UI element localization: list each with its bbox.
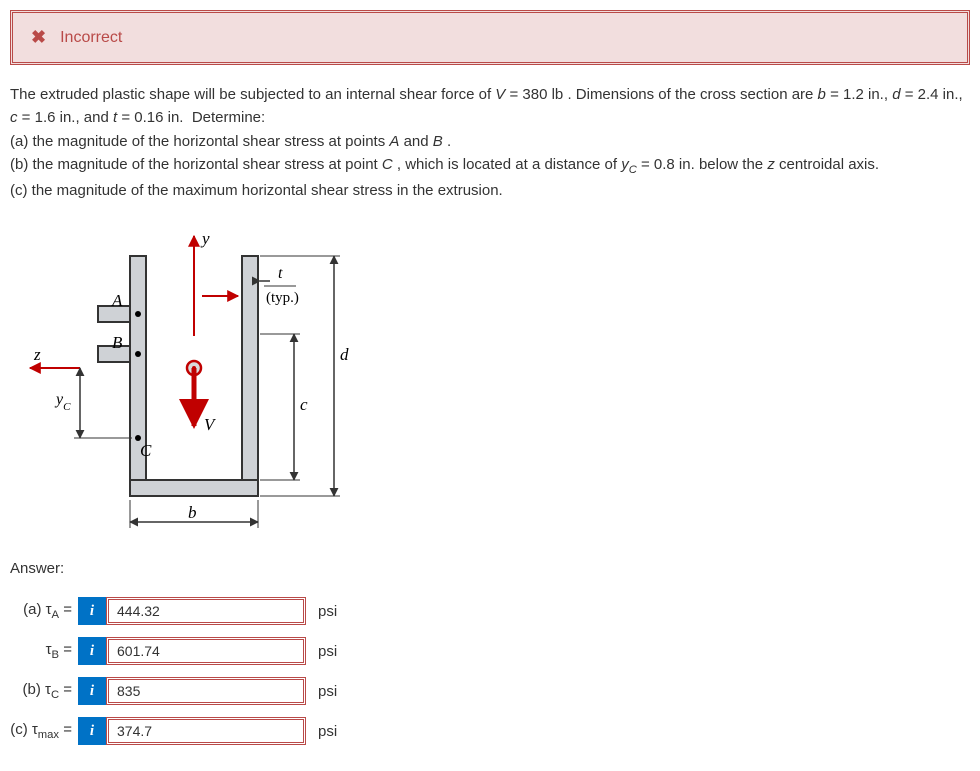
val-V: = 380 lb [509,86,563,103]
answer-unit: psi [318,603,337,620]
determine: Determine: [192,109,265,126]
label-B: B [112,333,123,352]
part-c: (c) the magnitude of the maximum horizon… [10,182,503,199]
info-icon[interactable]: i [78,637,106,665]
val-c: = 1.6 in., and [22,109,109,126]
answer-label: (b) τC = [10,681,78,701]
problem-statement: The extruded plastic shape will be subje… [10,83,970,202]
var-c: c [10,109,18,126]
answer-row: (b) τC =i835 psi [10,677,970,705]
answer-row: τB =i601.74 psi [10,637,970,665]
label-V: V [204,415,217,434]
part-a-period: . [447,133,451,150]
part-b-3: centroidal axis. [779,156,879,173]
var-V: V [495,86,505,103]
label-z: z [33,345,41,364]
alert-text: Incorrect [60,29,122,47]
answer-unit: psi [318,683,337,700]
var-z: z [767,156,775,173]
answer-label: (c) τmax = [10,721,78,741]
dims-intro: . Dimensions of the cross section are [567,86,817,103]
answer-unit: psi [318,643,337,660]
var-b: b [818,86,826,103]
var-d: d [892,86,900,103]
part-a-and: and [404,133,433,150]
answer-row: (a) τA =i444.32 psi [10,597,970,625]
answer-input[interactable]: 444.32 [106,597,306,625]
val-b: = 1.2 in., [830,86,888,103]
answer-heading: Answer: [10,560,970,577]
answer-unit: psi [318,723,337,740]
label-C: C [140,441,152,460]
info-icon[interactable]: i [78,677,106,705]
answer-input[interactable]: 835 [106,677,306,705]
label-c: c [300,395,308,414]
part-a-A: A [389,133,399,150]
info-icon[interactable]: i [78,597,106,625]
answer-label: τB = [10,641,78,661]
label-yc: yC [54,391,71,413]
part-b-C: C [382,156,393,173]
label-b: b [188,503,197,522]
val-yc: = 0.8 in. below the [641,156,767,173]
part-b-1: (b) the magnitude of the horizontal shea… [10,156,382,173]
close-icon: ✖ [31,27,46,48]
val-d: = 2.4 in., [905,86,963,103]
val-t: = 0.16 in. [121,109,183,126]
var-yc-sub: C [629,164,637,176]
answer-label: (a) τA = [10,601,78,621]
part-a-B: B [433,133,443,150]
answer-row: (c) τmax =i374.7 psi [10,717,970,745]
label-typ: (typ.) [266,290,299,306]
answer-input[interactable]: 374.7 [106,717,306,745]
var-yc: y [621,156,629,173]
var-t: t [113,109,117,126]
part-b-2: , which is located at a distance of [397,156,621,173]
alert-incorrect: ✖ Incorrect [10,10,970,65]
intro: The extruded plastic shape will be subje… [10,86,495,103]
info-icon[interactable]: i [78,717,106,745]
figure: y z V t (typ.) A B C yC d [20,226,970,540]
label-t: t [278,265,283,282]
label-A: A [111,291,123,310]
cross-section-diagram: y z V t (typ.) A B C yC d [20,226,350,536]
part-a-1: (a) the magnitude of the horizontal shea… [10,133,389,150]
label-y: y [200,229,210,248]
answer-input[interactable]: 601.74 [106,637,306,665]
label-d: d [340,345,349,364]
